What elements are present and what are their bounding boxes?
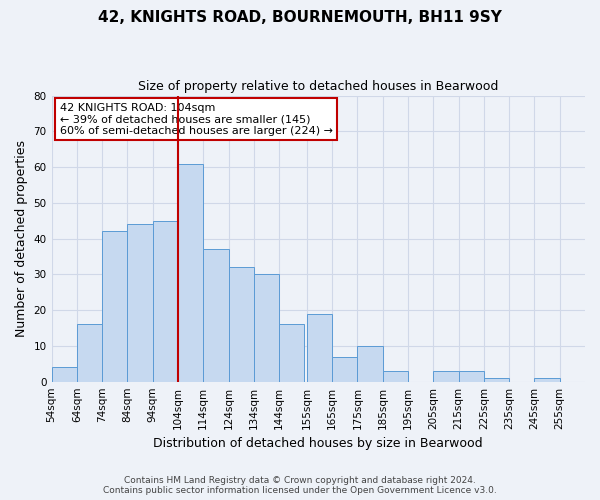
Y-axis label: Number of detached properties: Number of detached properties [15, 140, 28, 337]
Bar [332, 356, 358, 382]
Bar [127, 224, 152, 382]
Bar [152, 220, 178, 382]
Bar [383, 371, 408, 382]
Bar [307, 314, 332, 382]
Text: Contains HM Land Registry data © Crown copyright and database right 2024.
Contai: Contains HM Land Registry data © Crown c… [103, 476, 497, 495]
Bar [254, 274, 279, 382]
Bar [484, 378, 509, 382]
Bar [77, 324, 102, 382]
Bar [279, 324, 304, 382]
Bar [358, 346, 383, 382]
Bar [433, 371, 458, 382]
Bar [203, 250, 229, 382]
X-axis label: Distribution of detached houses by size in Bearwood: Distribution of detached houses by size … [154, 437, 483, 450]
Text: 42 KNIGHTS ROAD: 104sqm
← 39% of detached houses are smaller (145)
60% of semi-d: 42 KNIGHTS ROAD: 104sqm ← 39% of detache… [59, 102, 332, 136]
Bar [229, 267, 254, 382]
Bar [535, 378, 560, 382]
Title: Size of property relative to detached houses in Bearwood: Size of property relative to detached ho… [138, 80, 499, 93]
Bar [458, 371, 484, 382]
Bar [178, 164, 203, 382]
Text: 42, KNIGHTS ROAD, BOURNEMOUTH, BH11 9SY: 42, KNIGHTS ROAD, BOURNEMOUTH, BH11 9SY [98, 10, 502, 25]
Bar [102, 232, 127, 382]
Bar [52, 368, 77, 382]
